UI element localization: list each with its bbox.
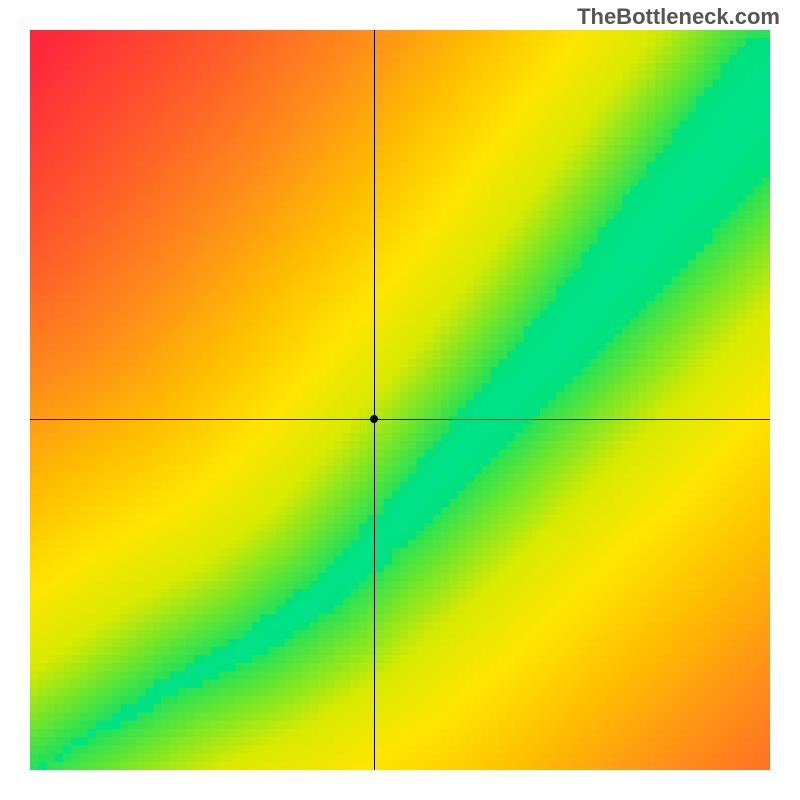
crosshair-dot — [370, 415, 378, 423]
heatmap-plot — [30, 30, 770, 770]
crosshair-vertical — [374, 30, 375, 770]
watermark-text: TheBottleneck.com — [577, 4, 780, 30]
heatmap-canvas — [30, 30, 770, 770]
crosshair-horizontal — [30, 419, 770, 420]
